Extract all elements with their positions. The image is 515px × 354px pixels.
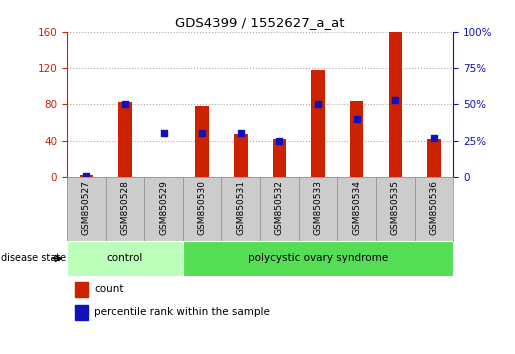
Point (82, 173, 91, 178)
Bar (311, 70, 325, 177)
Text: GSM850529: GSM850529 (159, 180, 168, 235)
Text: GSM850531: GSM850531 (236, 180, 245, 235)
Title: GDS4399 / 1552627_a_at: GDS4399 / 1552627_a_at (175, 16, 345, 29)
Text: count: count (94, 285, 124, 295)
Text: control: control (107, 253, 143, 263)
Point (159, 131, 167, 136)
Text: GSM850533: GSM850533 (314, 180, 322, 235)
Text: GSM850528: GSM850528 (121, 180, 129, 235)
Point (391, 97, 400, 103)
Bar (195, 106, 209, 177)
Point (236, 131, 245, 136)
Point (275, 138, 283, 144)
Point (314, 102, 322, 107)
Text: disease state: disease state (2, 253, 66, 263)
Text: GSM850534: GSM850534 (352, 180, 361, 235)
Text: GSM850532: GSM850532 (275, 180, 284, 235)
Bar (234, 135, 248, 177)
Point (121, 102, 129, 107)
Bar (79, 175, 93, 177)
Point (352, 116, 360, 122)
Bar (350, 101, 364, 177)
Bar (388, 32, 402, 177)
Text: polycystic ovary syndrome: polycystic ovary syndrome (248, 253, 388, 263)
Bar (118, 102, 132, 177)
Text: percentile rank within the sample: percentile rank within the sample (94, 308, 270, 318)
Bar (427, 139, 441, 177)
Bar (272, 139, 286, 177)
Text: GSM850530: GSM850530 (198, 180, 207, 235)
Bar (75, 305, 88, 320)
Bar (75, 282, 88, 297)
Point (198, 131, 206, 136)
Text: GSM850535: GSM850535 (391, 180, 400, 235)
Bar (67, 241, 183, 276)
Text: GSM850536: GSM850536 (430, 180, 438, 235)
Bar (183, 241, 453, 276)
Text: GSM850527: GSM850527 (82, 180, 91, 235)
Point (430, 135, 438, 141)
